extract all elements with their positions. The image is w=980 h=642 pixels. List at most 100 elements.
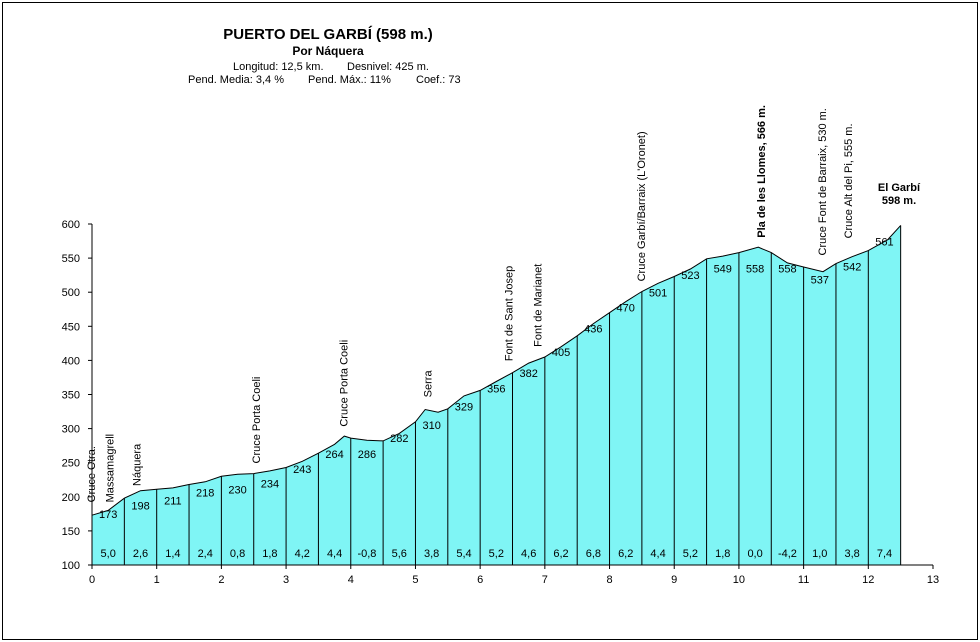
altitude-label: 549 [714,264,732,276]
waypoint-label: Cruce Alt del Pi, 555 m. [843,123,855,238]
gradient-label: 0,0 [747,548,762,560]
y-tick-label: 500 [62,287,80,299]
x-tick-label: 3 [283,574,289,586]
gradient-label: 6,2 [618,548,633,560]
altitude-label: 310 [422,420,440,432]
info-length: Longitud: 12,5 km. [233,61,324,73]
waypoint-label: Náquera [132,443,144,486]
profile-area [92,225,901,565]
x-tick-label: 1 [154,574,160,586]
x-tick-label: 4 [348,574,354,586]
waypoint-label: Cruce Porta Coeli [339,340,351,427]
chart-subtitle: Por Náquera [292,44,364,58]
waypoint-label: Pla de les Llomes, 566 m. [756,105,768,238]
info-max-gradient: Pend. Máx.: 11% [308,74,391,86]
gradient-label: 2,4 [198,548,213,560]
altitude-label: 405 [552,347,570,359]
altitude-label: 470 [617,303,635,315]
altitude-label: 329 [455,401,473,413]
waypoint-label: Cruce Garbí/Barraix (L'Oronet) [636,131,648,281]
summit-altitude-label: 598 m. [882,195,916,207]
waypoint-label: Cruce Ctra. [86,446,98,502]
x-tick-label: 9 [671,574,677,586]
info-elevation-gain: Desnivel: 425 m. [347,61,429,73]
x-tick-label: 2 [218,574,224,586]
gradient-label: 3,8 [424,548,439,560]
y-tick-label: 100 [62,560,80,572]
chart-title: PUERTO DEL GARBÍ (598 m.) [223,26,433,43]
altitude-label: 282 [390,433,408,445]
gradient-label: 4,4 [327,548,342,560]
gradient-label: 5,4 [456,548,471,560]
x-tick-label: 5 [412,574,418,586]
y-tick-label: 250 [62,458,80,470]
gradient-label: 4,6 [521,548,536,560]
altitude-label: 211 [164,496,182,508]
y-tick-label: 550 [62,253,80,265]
x-tick-label: 12 [862,574,874,586]
gradient-label: 5,0 [101,548,116,560]
altitude-label: 537 [811,275,829,287]
altitude-label: 234 [261,478,279,490]
waypoint-label: Massamagrell [104,434,116,502]
waypoint-label: Font de Sant Josep [504,266,516,361]
y-tick-label: 300 [62,424,80,436]
altitude-label: 230 [228,485,246,497]
x-tick-label: 7 [542,574,548,586]
x-tick-label: 10 [733,574,745,586]
waypoint-label: Serra [423,370,435,398]
altitude-label: 198 [131,500,149,512]
waypoint-label: Cruce Font de Barraix, 530 m. [817,108,829,255]
gradient-label: -0,8 [357,548,376,560]
y-tick-label: 450 [62,321,80,333]
altitude-label: 558 [746,264,764,276]
gradient-label: 5,6 [392,548,407,560]
gradient-label: 2,6 [133,548,148,560]
gradient-label: 1,8 [262,548,277,560]
gradient-label: 5,2 [683,548,698,560]
altitude-label: 523 [681,270,699,282]
waypoint-label: Font de Marianet [533,264,545,347]
x-tick-label: 0 [89,574,95,586]
x-tick-label: 11 [798,574,809,586]
altitude-label: 436 [584,324,602,336]
x-tick-label: 6 [477,574,483,586]
summit-name-label: El Garbí [878,182,921,194]
gradient-label: -4,2 [778,548,797,560]
altitude-label: 218 [196,487,214,499]
altitude-label: 382 [519,368,537,380]
info-coefficient: Coef.: 73 [416,74,461,86]
altitude-label: 243 [293,464,311,476]
info-average-gradient: Pend. Media: 3,4 % [188,74,284,86]
gradient-label: 7,4 [877,548,892,560]
gradient-label: 5,2 [489,548,504,560]
gradient-label: 0,8 [230,548,245,560]
gradient-label: 1,0 [812,548,827,560]
gradient-label: 1,4 [165,548,180,560]
profile-line [91,225,902,516]
altitude-label: 173 [99,509,117,521]
plot-area: 0 1 2 3 4 5 6 7 8 9 10 11 12 131001502002503003504004… [62,105,939,586]
waypoint-label: Cruce Porta Coeli [251,377,263,464]
altitude-label: 561 [875,236,893,248]
y-tick-label: 600 [62,219,80,231]
x-tick-label: 13 [927,574,939,586]
y-tick-label: 400 [62,355,80,367]
gradient-label: 6,2 [553,548,568,560]
altitude-label: 501 [649,288,667,300]
altitude-label: 356 [487,384,505,396]
y-tick-label: 200 [62,492,80,504]
y-tick-label: 350 [62,390,80,402]
altitude-label: 286 [358,449,376,461]
x-tick-label: 8 [606,574,612,586]
gradient-label: 4,2 [295,548,310,560]
gradient-label: 3,8 [844,548,859,560]
gradient-label: 4,4 [650,548,665,560]
gradient-label: 1,8 [715,548,730,560]
y-tick-label: 150 [62,526,80,538]
altitude-label: 558 [778,264,796,276]
gradient-label: 6,8 [586,548,601,560]
altitude-label: 542 [843,262,861,274]
altitude-label: 264 [325,449,343,461]
